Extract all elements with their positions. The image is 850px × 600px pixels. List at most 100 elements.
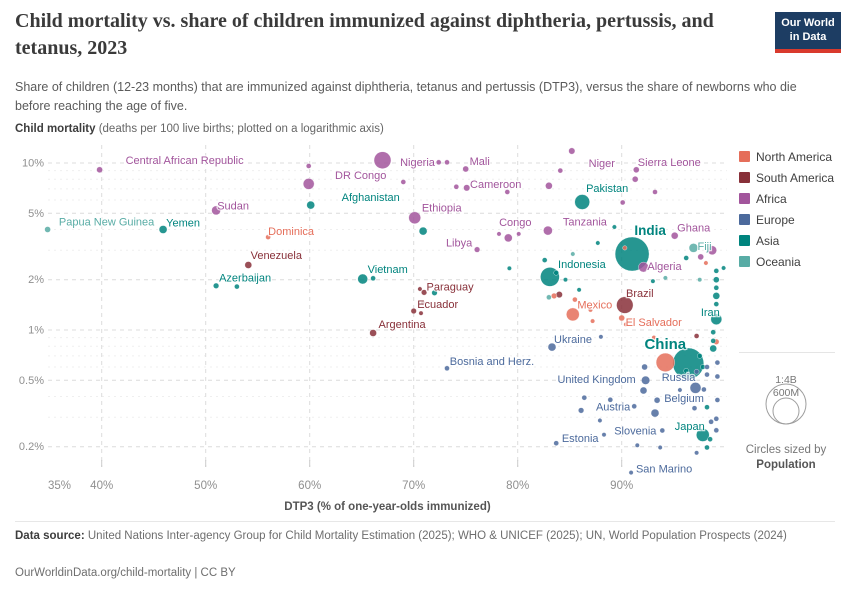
dot-congo[interactable] bbox=[504, 233, 513, 243]
data-point[interactable] bbox=[707, 436, 713, 442]
data-point[interactable] bbox=[619, 199, 626, 206]
dot-dr-congo[interactable] bbox=[302, 178, 315, 190]
data-point[interactable] bbox=[708, 419, 714, 425]
data-point[interactable] bbox=[623, 321, 629, 327]
data-point[interactable] bbox=[721, 265, 727, 271]
data-point[interactable] bbox=[704, 404, 710, 410]
dot-china[interactable] bbox=[672, 347, 705, 380]
data-point[interactable] bbox=[709, 344, 717, 353]
dot-india[interactable] bbox=[614, 236, 650, 272]
dot-paraguay[interactable] bbox=[421, 289, 428, 296]
dot-san-marino[interactable] bbox=[628, 470, 634, 476]
legend-item-north-america[interactable]: North America bbox=[739, 146, 834, 167]
data-point[interactable] bbox=[713, 301, 720, 307]
data-point[interactable] bbox=[704, 444, 710, 451]
dot-ethiopia[interactable] bbox=[408, 211, 421, 225]
data-point[interactable] bbox=[581, 394, 588, 401]
dot-afghanistan[interactable] bbox=[306, 200, 315, 210]
data-point[interactable] bbox=[611, 224, 617, 230]
data-point[interactable] bbox=[418, 226, 428, 236]
data-point[interactable] bbox=[712, 292, 721, 300]
data-point[interactable] bbox=[417, 286, 423, 292]
data-point[interactable] bbox=[714, 359, 721, 366]
dot-fiji[interactable] bbox=[688, 243, 699, 253]
legend-item-south-america[interactable]: South America bbox=[739, 167, 834, 188]
data-point[interactable] bbox=[713, 416, 720, 422]
dot-united-kingdom[interactable] bbox=[641, 375, 651, 385]
data-point[interactable] bbox=[563, 277, 568, 283]
dot-el-salvador[interactable] bbox=[618, 314, 625, 322]
dot-central-african-republic[interactable] bbox=[96, 166, 103, 174]
data-point[interactable] bbox=[693, 333, 700, 339]
data-point[interactable] bbox=[652, 189, 658, 195]
dot-brazil[interactable] bbox=[616, 296, 634, 314]
data-point[interactable] bbox=[657, 445, 663, 450]
data-point[interactable] bbox=[650, 408, 660, 418]
data-point[interactable] bbox=[677, 387, 683, 393]
dot-sierra-leone[interactable] bbox=[633, 166, 640, 174]
dot-ghana[interactable] bbox=[670, 231, 679, 240]
dot-papua-new-guinea[interactable] bbox=[44, 226, 51, 233]
data-point[interactable] bbox=[651, 335, 657, 341]
dot-austria[interactable] bbox=[578, 407, 585, 414]
data-point[interactable] bbox=[622, 245, 628, 251]
data-point[interactable] bbox=[234, 283, 240, 290]
dot-vietnam[interactable] bbox=[357, 273, 368, 285]
data-point[interactable] bbox=[714, 373, 721, 380]
data-point[interactable] bbox=[713, 276, 720, 283]
dot-belgium[interactable] bbox=[653, 396, 661, 404]
data-point[interactable] bbox=[691, 405, 698, 411]
data-point[interactable] bbox=[639, 386, 648, 395]
data-point[interactable] bbox=[683, 368, 689, 374]
data-point[interactable] bbox=[631, 175, 639, 183]
data-point[interactable] bbox=[701, 386, 707, 393]
dot-mexico[interactable] bbox=[566, 307, 580, 322]
data-point[interactable] bbox=[710, 338, 716, 344]
data-point[interactable] bbox=[453, 184, 460, 190]
dot-mali[interactable] bbox=[462, 165, 469, 173]
data-point[interactable] bbox=[714, 397, 721, 403]
dot-pakistan[interactable] bbox=[574, 194, 590, 210]
dot-ecuador[interactable] bbox=[410, 307, 417, 315]
legend-item-africa[interactable]: Africa bbox=[739, 188, 834, 209]
data-point[interactable] bbox=[683, 255, 689, 261]
data-point[interactable] bbox=[696, 353, 703, 359]
data-point[interactable] bbox=[541, 257, 548, 263]
owid-logo[interactable]: Our World in Data bbox=[775, 12, 841, 53]
data-point[interactable] bbox=[601, 432, 607, 438]
data-point[interactable] bbox=[588, 307, 593, 313]
data-point[interactable] bbox=[516, 231, 522, 237]
data-point[interactable] bbox=[713, 427, 720, 434]
data-point[interactable] bbox=[697, 253, 704, 261]
data-point[interactable] bbox=[435, 159, 442, 166]
data-point[interactable] bbox=[634, 442, 640, 448]
data-point[interactable] bbox=[713, 285, 720, 291]
data-point[interactable] bbox=[418, 310, 424, 316]
dot-iran[interactable] bbox=[710, 313, 723, 325]
dot-venezuela[interactable] bbox=[244, 261, 253, 269]
data-point[interactable] bbox=[598, 334, 604, 340]
dot-nigeria[interactable] bbox=[373, 151, 392, 169]
data-point[interactable] bbox=[444, 159, 450, 166]
dot-niger[interactable] bbox=[568, 147, 576, 155]
data-point[interactable] bbox=[662, 275, 668, 281]
dot-cameroon[interactable] bbox=[463, 184, 471, 192]
footer-license-link[interactable]: OurWorldinData.org/child-mortality | CC … bbox=[15, 567, 236, 579]
dot-russia[interactable] bbox=[689, 382, 702, 394]
dot-slovenia[interactable] bbox=[659, 427, 666, 434]
dot-dominica[interactable] bbox=[265, 234, 271, 240]
data-point[interactable] bbox=[370, 275, 376, 282]
dot-azerbaijan[interactable] bbox=[213, 282, 220, 289]
data-point[interactable] bbox=[555, 291, 563, 299]
data-point[interactable] bbox=[641, 363, 648, 371]
dot-sudan[interactable] bbox=[211, 205, 221, 216]
data-point[interactable] bbox=[546, 294, 552, 301]
data-point[interactable] bbox=[496, 231, 502, 237]
data-point[interactable] bbox=[713, 268, 720, 274]
data-point[interactable] bbox=[704, 364, 710, 370]
data-point[interactable] bbox=[693, 368, 700, 375]
data-point[interactable] bbox=[431, 289, 438, 296]
dot-algeria[interactable] bbox=[638, 261, 649, 273]
data-point[interactable] bbox=[305, 163, 312, 169]
dot-ukraine[interactable] bbox=[547, 342, 557, 352]
